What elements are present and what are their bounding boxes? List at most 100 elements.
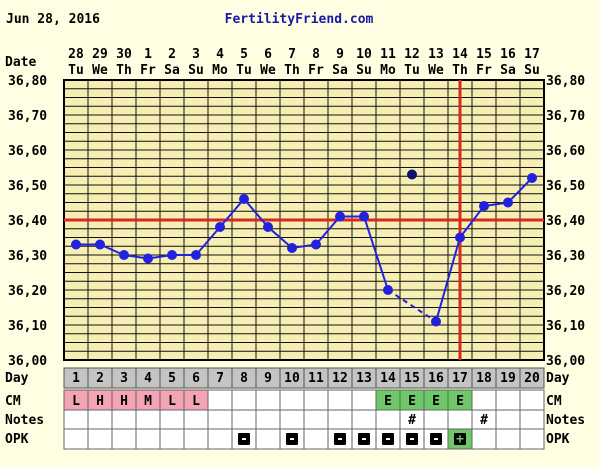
- date-label: 5: [240, 47, 248, 62]
- weekday-label: Su: [356, 63, 372, 78]
- opk-result: -: [408, 432, 416, 447]
- y-tick-label-left: 36,20: [8, 284, 47, 299]
- opk-cell: [495, 428, 521, 450]
- cycle-day-label: 4: [144, 371, 152, 386]
- y-tick-label-right: 36,30: [546, 249, 585, 264]
- cm-value: H: [96, 394, 104, 409]
- opk-result-box: [358, 433, 370, 445]
- opk-result: +: [456, 432, 464, 447]
- y-tick-label-right: 36,70: [546, 109, 585, 124]
- opk-cell: [519, 428, 545, 450]
- notes-value: #: [408, 413, 416, 428]
- temperature-point: [143, 253, 153, 264]
- notes-cell: [135, 409, 161, 430]
- opk-result: -: [336, 432, 344, 447]
- date-row-label: Date: [5, 55, 36, 70]
- temperature-point: [383, 285, 393, 295]
- y-tick-label-right: 36,00: [546, 354, 585, 369]
- cm-value: E: [432, 394, 440, 409]
- y-tick-label-left: 36,10: [8, 319, 47, 334]
- opk-cell: [87, 428, 113, 450]
- cm-value: L: [192, 394, 200, 409]
- notes-cell: [495, 409, 521, 430]
- notes-cell: [447, 409, 473, 430]
- notes-cell: [303, 409, 329, 430]
- opk-result-box: [406, 433, 418, 445]
- y-tick-label-left: 36,00: [8, 354, 47, 369]
- opk-cell: [303, 428, 329, 450]
- temperature-point: [311, 239, 321, 250]
- cycle-day-label: 12: [332, 371, 348, 386]
- weekday-label: Sa: [500, 63, 516, 78]
- weekday-label: Th: [284, 63, 300, 78]
- weekday-label: Tu: [404, 63, 420, 78]
- cycle-day-label: 14: [380, 371, 396, 386]
- weekday-label: Sa: [332, 63, 348, 78]
- chart-date: Jun 28, 2016: [6, 12, 100, 27]
- temperature-point: [191, 250, 201, 260]
- cm-value: E: [408, 394, 416, 409]
- weekday-label: Th: [116, 63, 132, 78]
- temperature-point: [335, 211, 345, 222]
- cycle-day-label: 17: [452, 371, 468, 386]
- cm-cell: [255, 389, 281, 411]
- weekday-label: We: [260, 63, 276, 78]
- opk-cell: [111, 428, 137, 450]
- cycle-day-label: 11: [308, 371, 324, 386]
- opk-result: -: [288, 432, 296, 447]
- y-tick-label-left: 36,80: [8, 74, 47, 89]
- date-label: 15: [476, 47, 492, 62]
- date-label: 8: [312, 47, 320, 62]
- discarded-temperature-point: [407, 169, 417, 180]
- opk-result-box: [454, 433, 466, 445]
- date-label: 12: [404, 47, 420, 62]
- date-label: 1: [144, 47, 152, 62]
- weekday-label: Th: [452, 63, 468, 78]
- cycle-day-label: 6: [192, 371, 200, 386]
- cm-cell: [495, 389, 521, 411]
- weekday-label: Fr: [308, 63, 324, 78]
- temperature-point: [119, 250, 129, 260]
- opk-result-box: [382, 433, 394, 445]
- temperature-point: [263, 222, 273, 232]
- weekday-label: We: [428, 63, 444, 78]
- temperature-point: [527, 173, 537, 183]
- notes-cell: [279, 409, 305, 430]
- cycle-day-label: 16: [428, 371, 444, 386]
- notes-cell: [159, 409, 185, 430]
- cycle-day-label: 13: [356, 371, 372, 386]
- date-label: 7: [288, 47, 296, 62]
- opk-cell: [159, 428, 185, 450]
- cm-cell: [303, 389, 329, 411]
- notes-cell: [327, 409, 353, 430]
- notes-value: #: [480, 413, 488, 428]
- weekday-label: Su: [188, 63, 204, 78]
- opk-cell: [471, 428, 497, 450]
- opk-result: -: [384, 432, 392, 447]
- notes-cell: [231, 409, 257, 430]
- opk-result: -: [360, 432, 368, 447]
- notes-row-label-right: Notes: [546, 413, 585, 428]
- date-label: 3: [192, 47, 200, 62]
- y-tick-label-right: 36,80: [546, 74, 585, 89]
- weekday-label: Sa: [164, 63, 180, 78]
- opk-result-box: [238, 433, 250, 445]
- cycle-day-label: 5: [168, 371, 176, 386]
- notes-row-label: Notes: [5, 413, 44, 428]
- notes-cell: [207, 409, 233, 430]
- y-tick-label-left: 36,70: [8, 109, 47, 124]
- y-tick-label-right: 36,50: [546, 179, 585, 194]
- weekday-label: Mo: [212, 63, 228, 78]
- opk-cell: [207, 428, 233, 450]
- y-tick-label-left: 36,40: [8, 214, 47, 229]
- cm-cell: [351, 389, 377, 411]
- date-label: 13: [428, 47, 444, 62]
- opk-result-box: [334, 433, 346, 445]
- cycle-day-label: 9: [264, 371, 272, 386]
- notes-cell: [255, 409, 281, 430]
- temperature-point: [95, 239, 105, 250]
- cycle-day-label: 3: [120, 371, 128, 386]
- cycle-day-label: 19: [500, 371, 516, 386]
- weekday-label: Fr: [476, 63, 492, 78]
- temperature-point: [167, 250, 177, 260]
